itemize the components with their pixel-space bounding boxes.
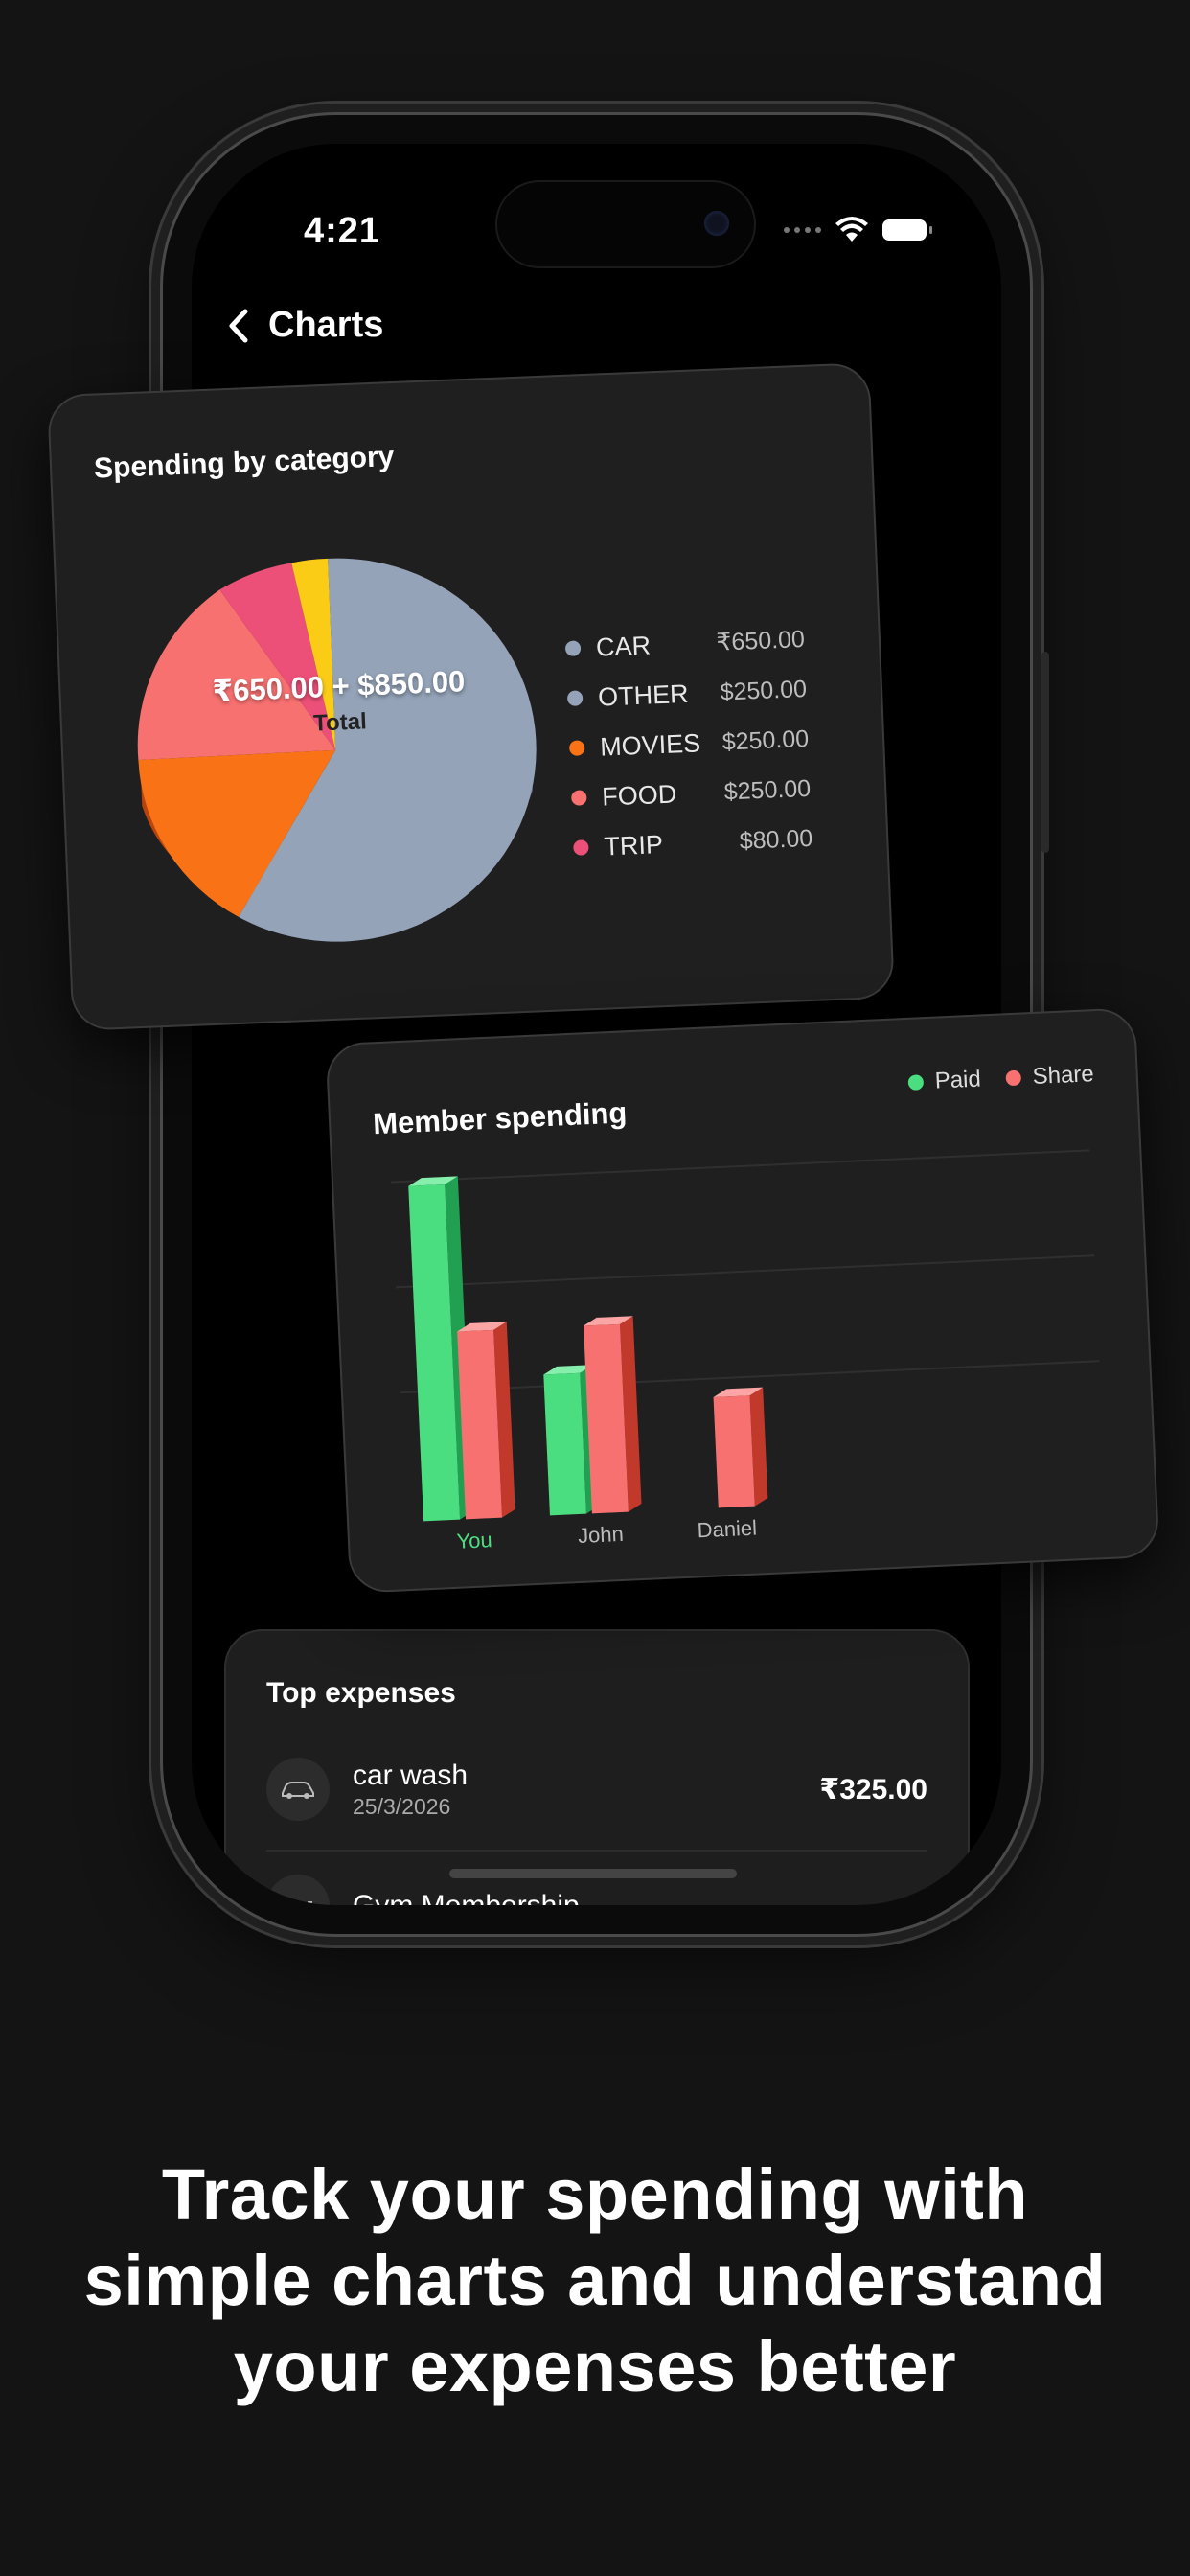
divider (266, 1850, 927, 1852)
bar-chart: You John Daniel (390, 1149, 1100, 1553)
legend-value: $250.00 (721, 724, 810, 756)
pie-slice-food (137, 589, 336, 760)
top-expenses-card: Top expenses car wash 25/3/2026 ₹325.00 … (224, 1629, 970, 1905)
legend-value: $250.00 (723, 774, 812, 805)
share-bar-side (619, 1316, 642, 1512)
pie-slice-car (239, 558, 537, 942)
share-bar-side (493, 1322, 515, 1518)
paid-bar-top (543, 1365, 593, 1375)
legend-dot (564, 640, 582, 656)
dumbbell-icon (266, 1874, 330, 1905)
legend-value: $250.00 (720, 675, 808, 706)
legend-label: OTHER (597, 678, 690, 712)
share-bar-top (457, 1322, 507, 1332)
pie-legend: CAR ₹650.00 OTHER $250.00 MOVIES $250.00… (564, 614, 813, 873)
pie-slice-sliver (291, 558, 336, 750)
grid-line (400, 1360, 1100, 1394)
x-tick-label: John (578, 1522, 625, 1548)
expense-row[interactable]: Gym Membership (266, 1853, 927, 1905)
share-bar-side (749, 1387, 768, 1506)
member-spending-card: Member spending Paid Share You John Dani… (325, 1007, 1160, 1594)
legend-label: CAR (595, 630, 652, 662)
battery-icon (882, 219, 932, 241)
share-bar-top (713, 1387, 764, 1397)
expense-date: 25/3/2026 (353, 1793, 451, 1819)
caption: Track your spending with simple charts a… (38, 2151, 1152, 2410)
nav-bar: Charts (226, 305, 383, 346)
legend-dot (571, 790, 587, 806)
caption-line: Track your spending with (161, 2154, 1029, 2234)
paid-bar-top (408, 1176, 458, 1186)
share-bar (584, 1323, 629, 1514)
car-icon (266, 1758, 330, 1821)
x-tick-label: You (456, 1528, 492, 1553)
expense-amount: ₹325.00 (819, 1773, 927, 1806)
legend-label: TRIP (603, 829, 664, 862)
phone-power-button (1041, 652, 1049, 853)
pie-card-title: Spending by category (93, 441, 395, 485)
grid-line (390, 1149, 1090, 1184)
home-indicator[interactable] (449, 1869, 737, 1878)
legend-dot (573, 840, 589, 856)
status-icons (784, 217, 932, 243)
legend-label: MOVIES (599, 727, 701, 762)
legend-value: ₹650.00 (716, 625, 806, 656)
caption-line: simple charts and understand (83, 2241, 1107, 2320)
legend-dot (566, 690, 584, 706)
legend-value: $80.00 (739, 824, 813, 855)
share-bar (457, 1329, 503, 1520)
grid-line (395, 1254, 1095, 1289)
pie-slice-movies (138, 749, 336, 917)
legend-label: FOOD (601, 778, 677, 812)
cellular-signal-icon (784, 227, 821, 233)
paid-bar (408, 1184, 461, 1522)
expense-row[interactable]: car wash 25/3/2026 ₹325.00 (266, 1736, 927, 1842)
share-bar (713, 1395, 755, 1508)
legend-item-trip: TRIP $80.00 (572, 814, 813, 873)
chevron-left-icon[interactable] (226, 307, 251, 345)
pie-chart (137, 558, 537, 942)
legend-dot (568, 740, 585, 756)
pie-slice-trip (219, 563, 336, 750)
status-time: 4:21 (304, 211, 381, 251)
wifi-icon (835, 217, 868, 242)
top-expenses-title: Top expenses (266, 1677, 456, 1709)
expense-name: car wash (353, 1759, 469, 1791)
spending-by-category-card: Spending by category ₹650.00 + $850.00 T… (47, 362, 895, 1031)
expense-name: Gym Membership (353, 1890, 580, 1905)
caption-line: your expenses better (233, 2327, 957, 2406)
share-bar-top (584, 1316, 633, 1326)
paid-bar (543, 1372, 586, 1516)
page-title: Charts (268, 305, 384, 345)
x-tick-label: Daniel (697, 1516, 757, 1543)
dynamic-island (497, 182, 754, 266)
